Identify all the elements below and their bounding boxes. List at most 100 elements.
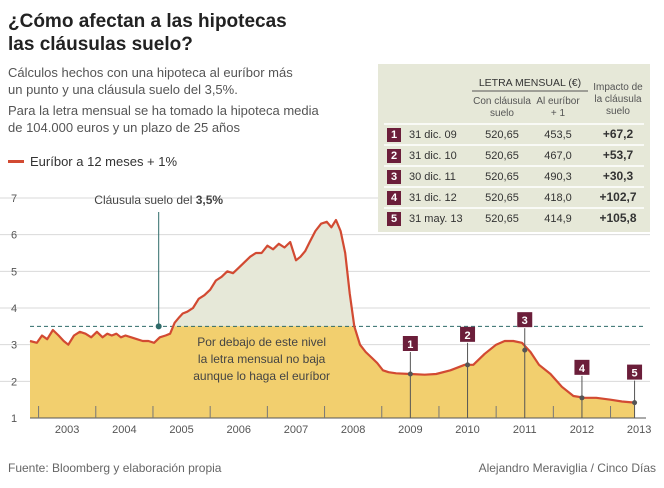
marker-box <box>402 336 418 351</box>
source-note: Fuente: Bloomberg y elaboración propia <box>8 461 222 475</box>
x-tick-label: 2008 <box>341 424 365 436</box>
marker-dot <box>579 395 585 401</box>
table-group-header: LETRA MENSUAL (€) <box>479 77 581 89</box>
x-tick-label: 2003 <box>55 424 79 436</box>
area-below-floor <box>30 326 635 418</box>
legend-label: Euríbor a 12 meses + 1% <box>30 154 178 169</box>
page-title: ¿Cómo afectan a las hipotecas las cláusu… <box>8 10 368 56</box>
marker-label: 3 <box>522 315 528 327</box>
marker-dot <box>465 362 471 368</box>
chart-legend: Euríbor a 12 meses + 1% <box>8 154 177 169</box>
marker-box <box>627 364 643 380</box>
payment-table-panel <box>378 64 650 232</box>
table-row-with-floor: 520,65 <box>485 150 519 162</box>
table-row-number: 1 <box>391 129 397 141</box>
table-row-with-floor: 520,65 <box>485 192 519 204</box>
marker-box <box>517 312 533 328</box>
x-tick-label: 2007 <box>284 424 308 436</box>
y-tick-label: 3 <box>11 340 17 352</box>
floor-callout-label: Cláusula suelo del 3,5% <box>94 193 223 207</box>
chart-text: Cláusula suelo del 3,5% Por debajo de est… <box>94 193 330 383</box>
x-tick-label: 2005 <box>169 424 193 436</box>
table-col-impact-2: la cláusula <box>594 94 642 105</box>
table-row-impact: +102,7 <box>599 190 636 204</box>
table-col-euribor-1: Al euríbor <box>536 96 580 107</box>
marker-dot <box>522 347 528 353</box>
intro-line-4: de 104.000 euros y un plazo de 25 años <box>8 120 241 135</box>
below-floor-note-line: aunque lo haga el euríbor <box>193 369 330 383</box>
below-floor-note-line: la letra mensual no baja <box>198 352 326 366</box>
table-row-marker <box>387 149 401 163</box>
table-col-floor-1: Con cláusula <box>473 96 531 107</box>
table-col-floor-2: suelo <box>490 108 514 119</box>
table-row-euribor: 414,9 <box>544 213 572 225</box>
y-tick-label: 4 <box>11 303 17 315</box>
table-row-euribor: 467,0 <box>544 150 572 162</box>
table-row-date: 31 dic. 12 <box>409 192 457 204</box>
table-col-impact-3: suelo <box>606 106 630 117</box>
marker-label: 4 <box>579 363 586 375</box>
table-row-impact: +105,8 <box>599 211 636 225</box>
table-row-euribor: 490,3 <box>544 171 572 183</box>
x-tick-label: 2004 <box>112 424 136 436</box>
table-row-marker <box>387 128 401 142</box>
table-row-date: 30 dic. 11 <box>409 171 456 183</box>
table-row-with-floor: 520,65 <box>485 129 519 141</box>
x-tick-label: 2009 <box>398 424 422 436</box>
x-tick-label: 2006 <box>227 424 251 436</box>
date-markers: 1 2 3 4 5 <box>402 312 643 418</box>
area-fills <box>30 220 635 418</box>
x-tick-label: 2010 <box>455 424 479 436</box>
table-col-impact-1: Impacto de <box>593 82 643 93</box>
series-line-path <box>29 218 635 404</box>
floor-callout-dot <box>155 323 162 330</box>
y-tick-label: 7 <box>11 193 17 205</box>
x-tick-label: 2013 <box>627 424 651 436</box>
intro-line-2: un punto y una cláusula suelo del 3,5%. <box>8 82 238 97</box>
intro-line-3: Para la letra mensual se ha tomado la hi… <box>8 103 319 118</box>
floor-callout-value: 3,5% <box>196 193 224 207</box>
table-row-euribor: 418,0 <box>544 192 572 204</box>
table-row-number: 4 <box>391 192 398 204</box>
intro-line-1: Cálculos hechos con una hipoteca al eurí… <box>8 65 293 80</box>
x-tick-label: 2012 <box>570 424 594 436</box>
table-row-marker <box>387 191 401 205</box>
table-row-number: 5 <box>391 213 397 225</box>
series-line <box>29 218 635 404</box>
marker-box <box>574 359 590 375</box>
below-floor-note-line: Por debajo de este nivel <box>197 335 326 349</box>
marker-label: 2 <box>464 330 470 342</box>
table-col-euribor-2: + 1 <box>551 108 566 119</box>
x-tick-label: 2011 <box>513 424 537 436</box>
title-line-2: las cláusulas suelo? <box>8 34 193 55</box>
table-row-euribor: 453,5 <box>544 129 572 141</box>
table-row-date: 31 dic. 09 <box>409 129 457 141</box>
table-row-impact: +67,2 <box>603 127 634 141</box>
y-tick-label: 5 <box>11 266 17 278</box>
y-tick-label: 2 <box>11 376 17 388</box>
credit-note: Alejandro Meraviglia / Cinco Días <box>478 461 656 475</box>
floor-annotation <box>30 212 646 330</box>
table-row-date: 31 may. 13 <box>409 213 463 225</box>
table-row-impact: +30,3 <box>603 169 634 183</box>
table-row-with-floor: 520,65 <box>485 171 519 183</box>
chart-axes: 1 2 3 4 5 6 7 2003 2004 2005 2006 2007 2008 2009 2010 2… <box>11 193 651 436</box>
table-row-number: 3 <box>391 171 397 183</box>
y-tick-label: 1 <box>11 413 17 425</box>
table-row-marker <box>387 212 401 226</box>
table-row-impact: +53,7 <box>603 148 634 162</box>
table-row-marker <box>387 170 401 184</box>
marker-label: 1 <box>407 339 413 351</box>
table-row-number: 2 <box>391 150 397 162</box>
marker-label: 5 <box>632 368 638 380</box>
table-row-with-floor: 520,65 <box>485 213 519 225</box>
area-above-floor <box>30 220 635 327</box>
table-row-date: 31 dic. 10 <box>409 150 457 162</box>
marker-dot <box>632 400 638 406</box>
marker-dot <box>407 371 413 377</box>
title-line-1: ¿Cómo afectan a las hipotecas <box>8 11 287 32</box>
y-tick-label: 6 <box>11 230 17 242</box>
marker-box <box>460 326 476 342</box>
